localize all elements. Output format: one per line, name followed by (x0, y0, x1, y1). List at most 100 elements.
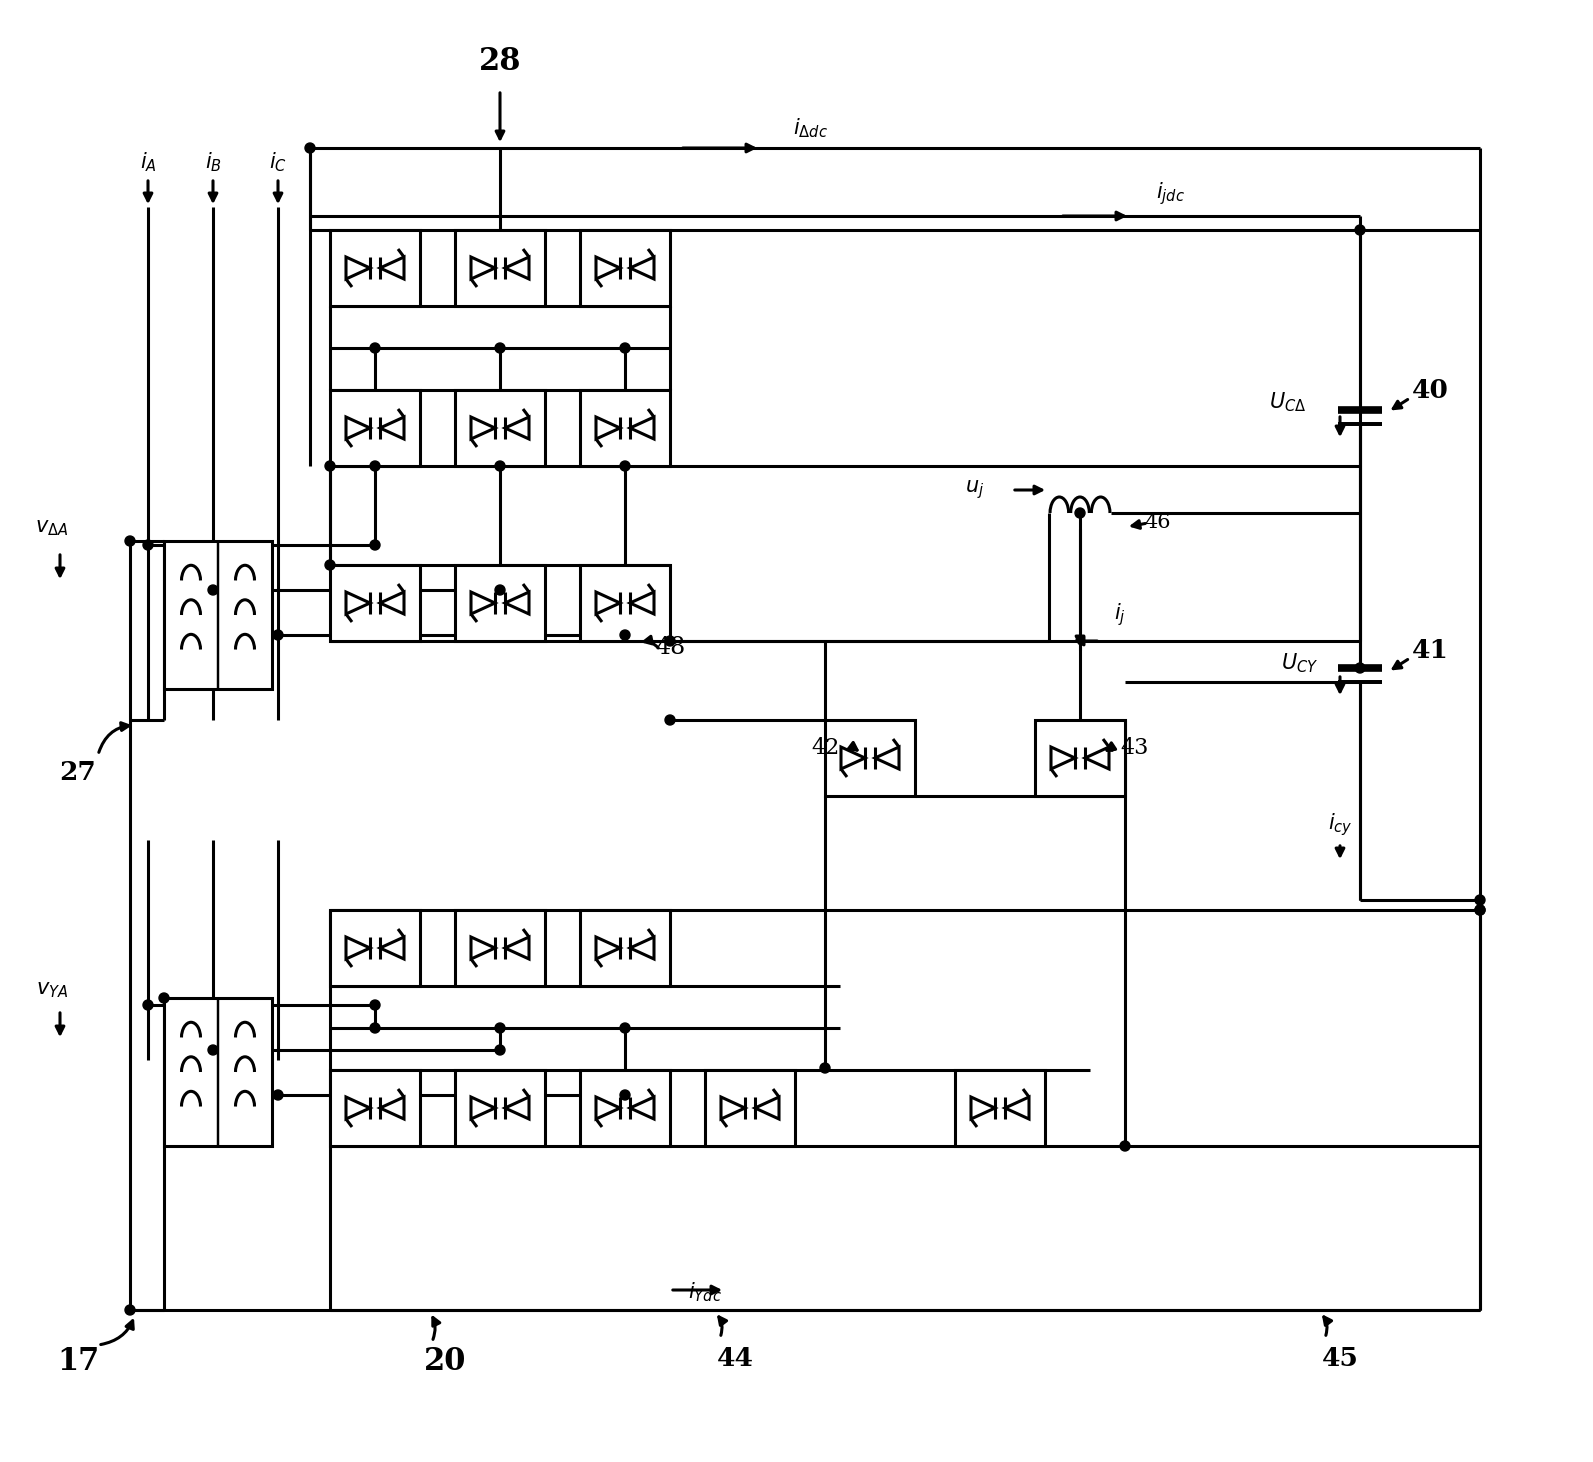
Polygon shape (505, 1096, 529, 1118)
Polygon shape (629, 937, 655, 959)
Circle shape (1356, 662, 1365, 673)
Circle shape (325, 461, 335, 471)
Bar (456, 909, 545, 985)
Polygon shape (472, 257, 495, 279)
Bar (164, 999, 272, 1146)
Circle shape (620, 1023, 629, 1034)
Circle shape (495, 585, 505, 595)
Circle shape (325, 560, 335, 570)
Polygon shape (505, 257, 529, 279)
Text: $i_{jdc}$: $i_{jdc}$ (1155, 181, 1185, 208)
Circle shape (620, 630, 629, 640)
Circle shape (209, 585, 218, 595)
Circle shape (1475, 895, 1485, 905)
Circle shape (272, 630, 284, 640)
Polygon shape (629, 1096, 655, 1118)
Circle shape (370, 1023, 381, 1034)
Bar (706, 1070, 795, 1146)
Bar (1035, 719, 1125, 795)
Polygon shape (629, 257, 655, 279)
Text: $U_{C\Delta}$: $U_{C\Delta}$ (1270, 390, 1306, 414)
Polygon shape (346, 1096, 370, 1118)
Text: $i_A$: $i_A$ (140, 151, 156, 174)
Circle shape (1475, 905, 1485, 915)
Text: 20: 20 (424, 1347, 467, 1377)
Circle shape (370, 461, 381, 471)
Bar (456, 1070, 545, 1146)
Text: $i_{Ydc}$: $i_{Ydc}$ (688, 1281, 722, 1304)
Bar (580, 390, 671, 466)
Text: $v_{\Delta A}$: $v_{\Delta A}$ (35, 518, 68, 538)
Polygon shape (505, 417, 529, 439)
Text: 40: 40 (1411, 377, 1448, 402)
Polygon shape (346, 937, 370, 959)
Circle shape (370, 344, 381, 352)
Polygon shape (629, 592, 655, 614)
Circle shape (495, 1045, 505, 1056)
Polygon shape (381, 937, 405, 959)
Bar (456, 390, 545, 466)
Bar (330, 909, 421, 985)
Circle shape (143, 1000, 153, 1010)
Polygon shape (596, 257, 620, 279)
Bar (580, 909, 671, 985)
Text: $i_{cy}$: $i_{cy}$ (1327, 811, 1352, 838)
Polygon shape (875, 747, 898, 769)
Circle shape (495, 461, 505, 471)
Polygon shape (755, 1096, 779, 1118)
Text: 48: 48 (655, 636, 685, 659)
Polygon shape (841, 747, 865, 769)
Text: 41: 41 (1411, 637, 1448, 662)
Polygon shape (505, 937, 529, 959)
Bar (330, 1070, 421, 1146)
Polygon shape (972, 1096, 996, 1118)
Bar (330, 390, 421, 466)
Polygon shape (505, 592, 529, 614)
Circle shape (124, 1306, 135, 1314)
Text: $i_B$: $i_B$ (204, 151, 221, 174)
Bar (580, 230, 671, 306)
Text: $u_j$: $u_j$ (965, 478, 984, 501)
Bar (825, 719, 914, 795)
Circle shape (495, 1023, 505, 1034)
Text: 46: 46 (1145, 513, 1171, 532)
Circle shape (304, 143, 315, 154)
Polygon shape (1051, 747, 1075, 769)
Circle shape (620, 1091, 629, 1099)
Circle shape (370, 539, 381, 550)
Text: $v_{YA}$: $v_{YA}$ (37, 980, 68, 1000)
Circle shape (124, 537, 135, 545)
Circle shape (159, 993, 169, 1003)
Bar (330, 230, 421, 306)
Polygon shape (381, 592, 405, 614)
Bar (456, 564, 545, 640)
Text: 27: 27 (59, 759, 96, 785)
Circle shape (664, 715, 675, 725)
Polygon shape (346, 592, 370, 614)
Polygon shape (346, 257, 370, 279)
Text: 44: 44 (717, 1345, 753, 1370)
Bar (330, 564, 421, 640)
Text: 45: 45 (1322, 1345, 1359, 1370)
Text: 17: 17 (57, 1347, 99, 1377)
Circle shape (209, 1045, 218, 1056)
Polygon shape (629, 417, 655, 439)
Polygon shape (1005, 1096, 1029, 1118)
Circle shape (1075, 507, 1085, 518)
Circle shape (620, 461, 629, 471)
Polygon shape (596, 937, 620, 959)
Polygon shape (1085, 747, 1109, 769)
Text: 28: 28 (479, 47, 521, 77)
Circle shape (1356, 225, 1365, 235)
Polygon shape (381, 417, 405, 439)
Polygon shape (472, 1096, 495, 1118)
Circle shape (1120, 1140, 1129, 1151)
Polygon shape (346, 417, 370, 439)
Bar (456, 230, 545, 306)
Polygon shape (472, 592, 495, 614)
Bar (580, 564, 671, 640)
Polygon shape (722, 1096, 746, 1118)
Circle shape (620, 344, 629, 352)
Circle shape (1475, 905, 1485, 915)
Text: $i_C$: $i_C$ (269, 151, 287, 174)
